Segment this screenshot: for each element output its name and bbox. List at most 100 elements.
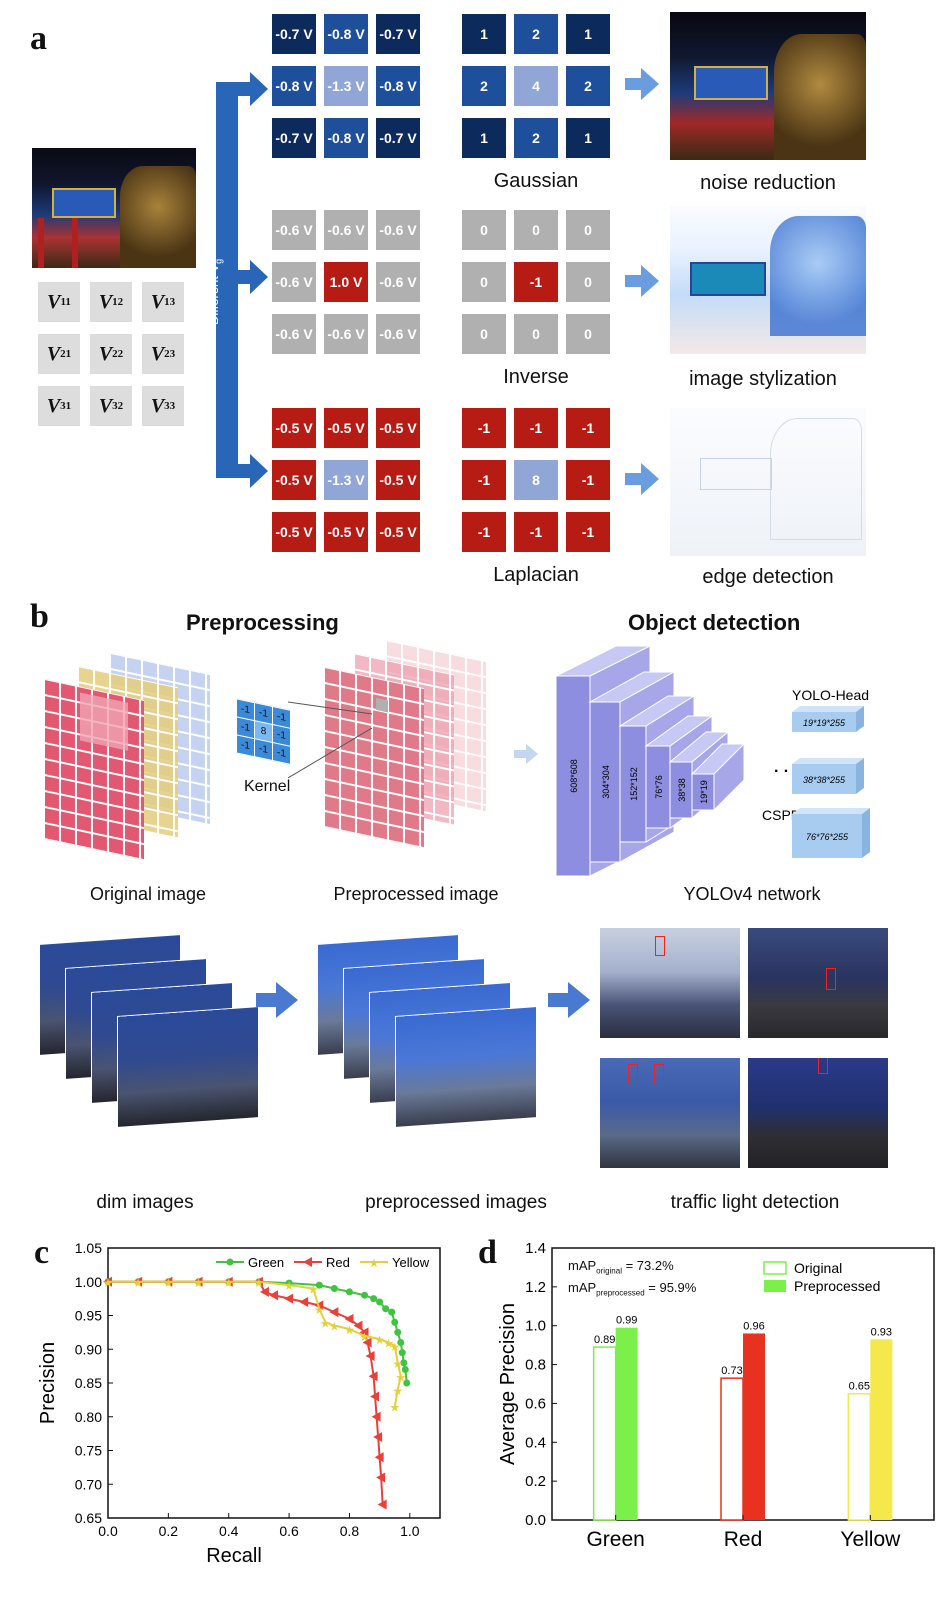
legend-label: Green: [248, 1255, 284, 1270]
kernel-weight-cell: 1: [462, 118, 506, 158]
data-point: [394, 1328, 402, 1336]
y-tick-label: 0.75: [75, 1443, 102, 1459]
voltage-cell: -0.6 V: [272, 262, 316, 302]
bar-value-label: 0.96: [743, 1320, 764, 1332]
voltage-cell: -1.3 V: [324, 460, 368, 500]
voltage-variable-cell: V 32: [90, 386, 132, 426]
category-label: Yellow: [840, 1528, 901, 1551]
bar-value-label: 0.73: [721, 1365, 742, 1377]
legend-label: Original: [794, 1260, 842, 1276]
vg-label: Different Vg: [206, 259, 224, 325]
legend-label: Yellow: [392, 1255, 430, 1270]
data-point: [269, 1290, 278, 1301]
var-index: 23: [164, 348, 176, 360]
x-tick-label: 0.0: [98, 1523, 118, 1539]
data-point: ★: [308, 1283, 319, 1297]
y-tick-label: 1.4: [525, 1240, 546, 1257]
layer-size-label: 38*38: [677, 778, 687, 802]
voltage-cell: -0.6 V: [272, 210, 316, 250]
data-point: ★: [254, 1276, 265, 1290]
x-tick-label: 0.4: [219, 1523, 239, 1539]
yolo-head-block: 19*19*255: [792, 706, 864, 732]
data-point: [361, 1291, 369, 1299]
arrow-to-image-stylization: [625, 265, 659, 297]
voltage-cell: -0.7 V: [272, 118, 316, 158]
panel-d-letter: d: [478, 1234, 497, 1271]
voltage-cell: -0.5 V: [324, 408, 368, 448]
layer-size-label: 76*76: [654, 775, 664, 799]
average-precision-chart: 0.0 0.2 0.4 0.6 0.8 1.0 1.2 1.4 Average Precisio…: [497, 1240, 935, 1551]
y-tick-label: 0.95: [75, 1308, 102, 1324]
voltage-cell: -0.6 V: [324, 314, 368, 354]
data-point: ★: [389, 1401, 400, 1415]
data-point: [376, 1298, 384, 1306]
map-original-text: mAPoriginal = 73.2%: [568, 1258, 674, 1276]
y-tick-label: 0.85: [75, 1375, 102, 1391]
stacked-street-image: [396, 1007, 536, 1127]
data-point: [376, 1472, 386, 1483]
kernel-weight-cell: 0: [566, 262, 610, 302]
var-letter: V: [150, 394, 165, 417]
data-point: ★: [392, 1384, 403, 1398]
var-index: 22: [112, 348, 124, 360]
map-pre-sub: preprocessed: [596, 1288, 645, 1298]
voltage-variable-cell: V 31: [38, 386, 80, 426]
map-original-value: = 73.2%: [621, 1258, 674, 1273]
preprocessed-image-grids: [324, 640, 486, 849]
y-tick-label: 1.0: [525, 1318, 546, 1335]
kernel-label: Kernel: [244, 778, 291, 795]
kernel-weight-cell: 2: [566, 66, 610, 106]
map-pre-label: mAP: [568, 1280, 597, 1295]
traffic-light-caption: traffic light detection: [670, 1192, 840, 1213]
category-label: Red: [724, 1528, 763, 1551]
kernel-weight-cell: 0: [514, 210, 558, 250]
data-point: ★: [329, 1320, 340, 1334]
vg-label-sub: g: [213, 258, 224, 264]
data-point: [353, 1320, 363, 1331]
kernel-weight-cell: 1: [566, 118, 610, 158]
map-original-sub: original: [596, 1266, 622, 1276]
arrow-pre-to-detect: [548, 982, 590, 1018]
y-tick-label: 0.2: [525, 1473, 546, 1490]
data-point: [398, 1349, 406, 1357]
category-label: Green: [586, 1528, 644, 1551]
legend-swatch-preprocessed: [764, 1280, 786, 1292]
data-point: [397, 1339, 405, 1346]
x-axis-label: Recall: [206, 1545, 262, 1567]
original-image-caption: Original image: [89, 884, 207, 904]
bar-value-label: 0.99: [616, 1315, 637, 1327]
data-point: [382, 1305, 390, 1313]
voltage-variable-cell: V 21: [38, 334, 80, 374]
data-point: [362, 1337, 372, 1348]
data-point: ★: [223, 1276, 234, 1290]
voltage-cell: -0.8 V: [272, 66, 316, 106]
data-point: ★: [314, 1303, 325, 1317]
kernel-b-cell: -1: [254, 738, 273, 762]
voltage-cell: -0.6 V: [376, 262, 420, 302]
data-point: [371, 1411, 381, 1422]
var-index: 12: [112, 296, 124, 308]
data-point: ★: [284, 1279, 295, 1293]
data-point: ★: [344, 1323, 355, 1337]
y-axis-label: Precision: [37, 1342, 59, 1424]
data-point: ★: [359, 1330, 370, 1344]
legend-label: Preprocessed: [794, 1278, 880, 1294]
kernel-name: Gaussian: [493, 170, 579, 192]
stacked-street-image: [118, 1007, 258, 1127]
noise-reduction-image: [670, 12, 866, 160]
data-point: [345, 1288, 353, 1296]
voltage-cell: -0.8 V: [324, 118, 368, 158]
voltage-variable-cell: V 33: [142, 386, 184, 426]
data-point: ★: [163, 1276, 174, 1290]
data-point: [370, 1295, 378, 1303]
voltage-cell: -0.5 V: [272, 408, 316, 448]
map-original-label: mAP: [568, 1258, 597, 1273]
map-pre-value: = 95.9%: [644, 1280, 697, 1295]
data-point: [315, 1281, 323, 1289]
yolo-head-block: 38*38*255: [792, 758, 864, 794]
y-tick-label: 0.80: [75, 1409, 102, 1425]
kernel-matrix: -1 -1 -1 -1 8 -1 -1 -1 -1: [236, 688, 291, 779]
var-letter: V: [46, 342, 61, 365]
data-point: [374, 1452, 384, 1463]
data-point: [388, 1308, 396, 1316]
